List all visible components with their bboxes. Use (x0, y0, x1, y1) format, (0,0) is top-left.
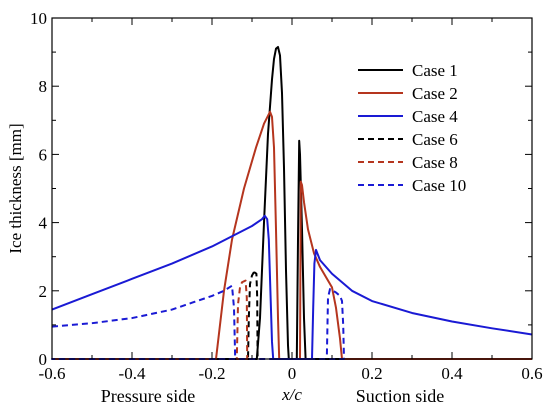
legend-item-case-4: Case 4 (358, 107, 458, 126)
legend-item-case-1: Case 1 (358, 61, 458, 80)
legend-label: Case 2 (412, 84, 458, 103)
legend: Case 1 Case 2 Case 4 Case 6 Case 8 Case 10 (358, 61, 466, 195)
x-tick-label: 0.2 (361, 364, 382, 383)
y-tick-label: 0 (39, 350, 48, 369)
x-tick-label: -0.6 (39, 364, 66, 383)
y-tick-label: 6 (39, 145, 48, 164)
x-tick-label: -0.2 (199, 364, 226, 383)
series-line-case-1 (52, 45, 532, 360)
y-tick-label: 10 (30, 9, 47, 28)
series-layer (51, 45, 533, 360)
legend-label: Case 6 (412, 130, 458, 149)
legend-item-case-2: Case 2 (358, 84, 458, 103)
legend-item-case-8: Case 8 (358, 153, 458, 172)
series-line-case-4 (51, 214, 533, 360)
series-line-case-8 (235, 279, 249, 360)
legend-item-case-10: Case 10 (358, 176, 466, 195)
y-tick-label: 4 (39, 214, 48, 233)
legend-label: Case 8 (412, 153, 458, 172)
legend-item-case-6: Case 6 (358, 130, 458, 149)
y-axis-title: Ice thickness [mm] (6, 123, 25, 253)
ticks-layer (51, 17, 533, 360)
suction-side-label: Suction side (356, 386, 445, 406)
x-axis-title: x/c (281, 385, 302, 404)
legend-label: Case 1 (412, 61, 458, 80)
legend-label: Case 10 (412, 176, 466, 195)
x-tick-label: 0.6 (521, 364, 542, 383)
pressure-side-label: Pressure side (101, 386, 195, 406)
x-tick-label: -0.4 (119, 364, 146, 383)
y-tick-label: 8 (39, 77, 48, 96)
y-tick-label: 2 (39, 282, 48, 301)
x-tick-label: 0.4 (441, 364, 463, 383)
x-tick-label: 0 (288, 364, 297, 383)
legend-label: Case 4 (412, 107, 458, 126)
series-line-case-6 (247, 271, 259, 360)
tick-labels-layer: -0.6 -0.4 -0.2 0 0.2 0.4 0.6 0 2 4 6 8 10 (30, 9, 543, 383)
